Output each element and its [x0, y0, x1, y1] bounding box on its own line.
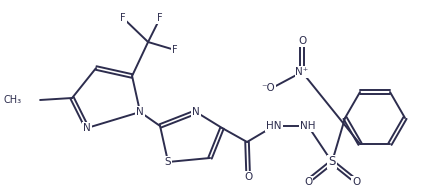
Text: CH₃: CH₃: [4, 95, 22, 105]
Text: NH: NH: [300, 121, 316, 131]
Text: S: S: [165, 157, 171, 167]
Text: N⁺: N⁺: [295, 67, 309, 77]
Text: O: O: [298, 36, 306, 46]
Text: N: N: [136, 107, 144, 117]
Text: ⁻O: ⁻O: [261, 83, 275, 93]
Text: N: N: [192, 107, 200, 117]
Text: F: F: [157, 13, 163, 23]
Text: O: O: [304, 177, 312, 187]
Text: HN: HN: [266, 121, 282, 131]
Text: F: F: [172, 45, 178, 55]
Text: F: F: [120, 13, 126, 23]
Text: O: O: [352, 177, 360, 187]
Text: S: S: [329, 155, 336, 168]
Text: N: N: [83, 123, 91, 133]
Text: O: O: [244, 172, 252, 182]
